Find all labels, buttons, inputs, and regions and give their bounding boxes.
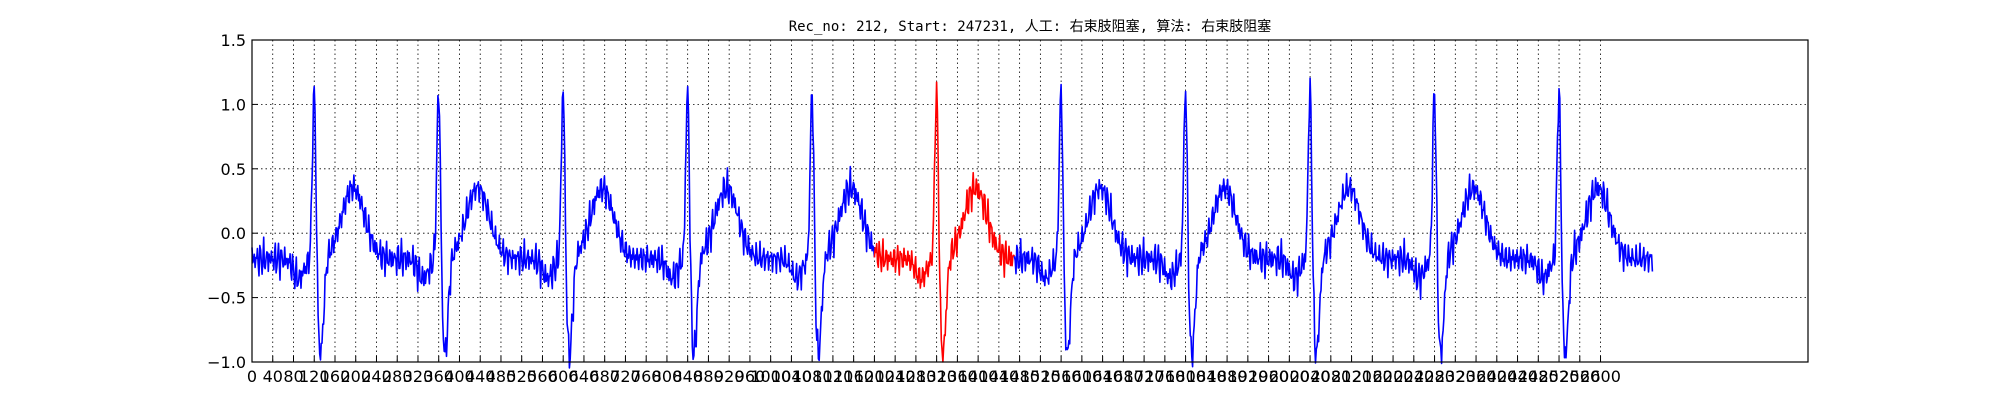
x-tick-label: 2560 [1559, 367, 1600, 386]
x-tick-label: 200 [340, 367, 371, 386]
y-tick-label: 0.0 [221, 224, 246, 243]
x-tick-label: 2160 [1352, 367, 1393, 386]
x-tick-label: 880 [693, 367, 724, 386]
x-tick-label: 600 [548, 367, 579, 386]
x-tick-label: 1720 [1124, 367, 1165, 386]
x-tick-label: 480 [486, 367, 517, 386]
x-tick-label: 520 [506, 367, 537, 386]
x-tick-label: 2240 [1393, 367, 1434, 386]
x-tick-label: 2520 [1539, 367, 1580, 386]
x-tick-label: 2200 [1373, 367, 1414, 386]
x-tick-label: 920 [714, 367, 745, 386]
x-tick-label: 2040 [1290, 367, 1331, 386]
x-axis: 0 40 8012016020024028032036040044048052056… [247, 356, 1621, 386]
x-tick-label: 1600 [1062, 367, 1103, 386]
x-tick-label: 1280 [896, 367, 937, 386]
y-axis: −1.0 −0.5 0.0 0.5 1.0 1.5 [207, 31, 258, 372]
x-tick-label: 1880 [1207, 367, 1248, 386]
x-tick-label: 2000 [1269, 367, 1310, 386]
y-tick-label: −1.0 [207, 353, 246, 372]
x-tick-label: 0 [247, 367, 257, 386]
y-tick-label: 1.5 [221, 31, 246, 50]
series-line-1 [873, 81, 1016, 363]
x-tick-label: 160 [320, 367, 351, 386]
series-line-0 [251, 85, 876, 369]
x-tick-label: 1560 [1041, 367, 1082, 386]
x-tick-label: 2320 [1435, 367, 1476, 386]
x-tick-label: 560 [527, 367, 558, 386]
x-tick-label: 400 [444, 367, 475, 386]
x-tick-label: 1480 [999, 367, 1040, 386]
x-tick-label: 1840 [1186, 367, 1227, 386]
x-tick-label: 800 [652, 367, 683, 386]
x-tick-label: 760 [631, 367, 662, 386]
x-tick-label: 960 [735, 367, 766, 386]
x-tick-label: 720 [610, 367, 641, 386]
x-tick-label: 440 [465, 367, 496, 386]
x-tick-label: 1440 [979, 367, 1020, 386]
x-tick-label: 1800 [1165, 367, 1206, 386]
x-tick-label: 1040 [771, 367, 812, 386]
x-tick-label: 1760 [1144, 367, 1185, 386]
x-tick-label: 1200 [854, 367, 895, 386]
x-tick-label: 2120 [1331, 367, 1372, 386]
x-tick-label: 1960 [1248, 367, 1289, 386]
x-tick-label: 1680 [1103, 367, 1144, 386]
x-tick-label: 1520 [1020, 367, 1061, 386]
x-tick-label: 360 [423, 367, 454, 386]
x-tick-label: 2400 [1476, 367, 1517, 386]
x-tick-label: 120 [299, 367, 330, 386]
x-tick-label: 640 [569, 367, 600, 386]
x-tick-label: 2600 [1580, 367, 1621, 386]
x-tick-label: 840 [672, 367, 703, 386]
x-tick-label: 1240 [875, 367, 916, 386]
y-tick-label: 1.0 [221, 95, 246, 114]
x-tick-label: 240 [361, 367, 392, 386]
x-tick-label: 2480 [1518, 367, 1559, 386]
x-tick-label: 1000 [750, 367, 791, 386]
x-tick-label: 1320 [916, 367, 957, 386]
chart-title: Rec_no: 212, Start: 247231, 人工: 右束肢阻塞, 算… [789, 18, 1272, 35]
series-line-2 [1013, 77, 1654, 368]
x-tick-label: 1080 [792, 367, 833, 386]
x-tick-label: 1160 [833, 367, 874, 386]
x-tick-label: 2360 [1456, 367, 1497, 386]
x-tick-label: 280 [382, 367, 413, 386]
x-tick-label: 2440 [1497, 367, 1538, 386]
plot-frame [251, 39, 1809, 363]
x-tick-label: 1120 [813, 367, 854, 386]
y-tick-label: 0.5 [221, 160, 246, 179]
x-tick-label: 2080 [1310, 367, 1351, 386]
x-tick-label: 2280 [1414, 367, 1455, 386]
x-tick-label: 1640 [1082, 367, 1123, 386]
x-tick-label: 1360 [937, 367, 978, 386]
x-tick-label: 320 [403, 367, 434, 386]
x-tick-label: 1400 [958, 367, 999, 386]
x-tick-label: 680 [589, 367, 620, 386]
x-tick-label: 1920 [1227, 367, 1268, 386]
x-tick-label: 40 [263, 367, 283, 386]
y-tick-label: −0.5 [207, 289, 246, 308]
traces [251, 77, 1654, 369]
x-tick-label: 80 [283, 367, 303, 386]
grid [251, 40, 1808, 362]
